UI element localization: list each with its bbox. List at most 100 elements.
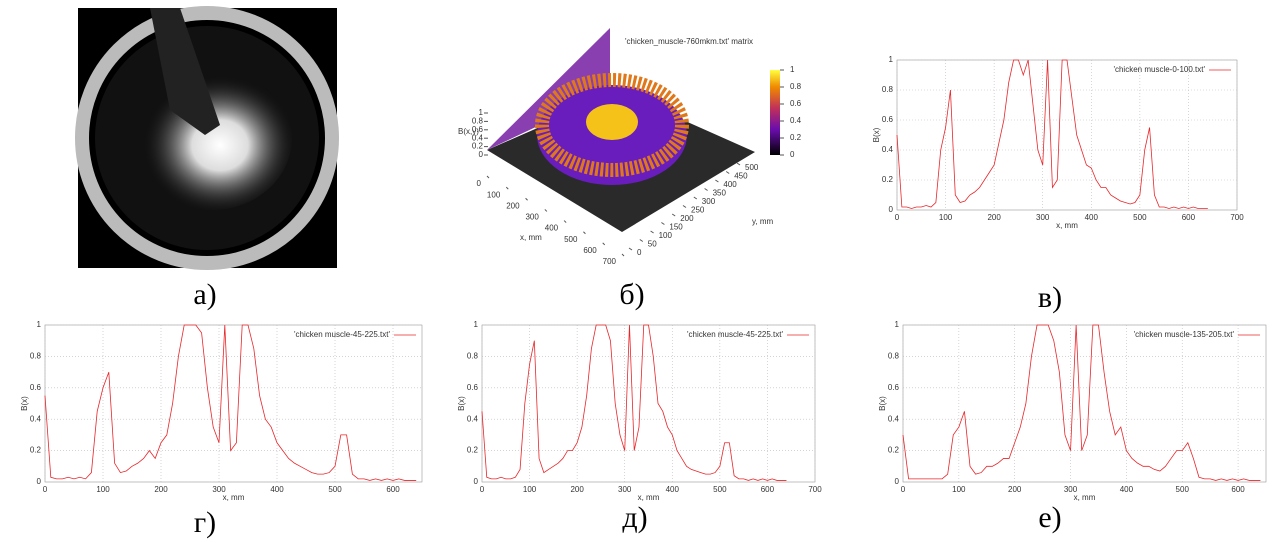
z-tick-label: 0 [479,150,484,159]
y-tick-label: 0.8 [30,352,42,361]
colorbar-tick-label: 1 [790,65,795,74]
y-axis-label: B(x) [457,396,466,411]
legend-label: 'chicken muscle-45-225.txt' [294,330,390,339]
z-tick-label: 0.4 [472,133,484,142]
caption: а) [193,278,216,311]
x-tick-label: 400 [545,224,559,233]
y-tick [682,205,687,208]
x-tick-label: 100 [939,213,953,222]
data-line [896,59,1208,209]
x-tick [544,209,548,212]
x-axis-label: x, mm [223,493,245,502]
x-tick-label: 0 [43,485,48,494]
x-tick-label: 100 [487,190,501,199]
y-tick-label: 0.8 [888,352,900,361]
caption: б) [619,278,644,311]
x-tick-label: 300 [1064,485,1078,494]
x-tick-label: 0 [901,485,906,494]
x-tick-label: 300 [618,485,632,494]
y-tick-label: 1 [474,320,479,329]
y-tick [671,213,676,217]
colorbar-tick-label: 0.8 [790,82,802,91]
x-tick-label: 600 [1231,485,1245,494]
x-tick-label: 700 [808,485,822,494]
x-tick-label: 500 [564,235,578,244]
y-tick-label: 100 [659,231,673,240]
y-axis-label: B(x) [20,396,29,411]
y-tick-label: 0 [474,477,479,486]
chart-title: 'chicken_muscle-760mkm.txt' matrix [625,37,753,46]
x-axis-label: x, mm [1056,221,1078,230]
y-tick-label: 0.6 [30,383,42,392]
y-tick [661,222,665,225]
x-tick-label: 300 [525,213,539,222]
x-tick [621,253,625,257]
x-tick-label: 200 [570,485,584,494]
y-tick-label: 0 [889,205,894,214]
y-tick [715,179,719,183]
y-tick-label: 0.6 [888,383,900,392]
y-axis-label: B(x) [872,127,881,142]
y-tick [628,247,633,251]
y-tick-label: 0.6 [882,115,894,124]
x-tick-label: 200 [1008,485,1022,494]
x-axis-label: x, mm [1074,493,1096,502]
y-tick-label: 0 [37,477,42,486]
photo-ring [75,6,339,270]
y-tick [725,171,730,174]
y-tick-label: 0.2 [888,446,900,455]
plot-frame [44,324,423,483]
x-tick [525,197,528,201]
photo-probe [150,8,220,135]
x-axis-label: x, mm [638,493,660,502]
x-tick-label: 200 [154,485,168,494]
x-tick-label: 400 [1120,485,1134,494]
y-tick-label: 250 [691,206,705,215]
photo-glow [132,66,292,210]
x-tick-label: 400 [666,485,680,494]
x-tick-label: 400 [1085,213,1099,222]
x-tick-label: 400 [270,485,284,494]
legend-label: 'chicken muscle-135-205.txt' [1134,330,1235,339]
y-tick-label: 1 [889,55,894,64]
x-tick [602,242,606,246]
colorbar-tick-label: 0 [790,150,795,159]
z-tick-label: 0.2 [472,142,484,151]
x-tick-label: 700 [603,257,617,266]
surface-center [586,104,638,140]
x-tick-label: 600 [583,246,597,255]
y-tick-label: 50 [648,240,657,249]
surface-wall [487,28,610,150]
colorbar-tick-label: 0.4 [790,116,802,125]
x-tick-label: 300 [212,485,226,494]
z-tick-label: 0.6 [472,125,484,134]
x-tick [583,231,586,235]
y-tick [736,162,741,166]
x-tick-label: 500 [328,485,342,494]
z-tick-label: 0.8 [472,117,484,126]
colorbar-tick-label: 0.6 [790,99,802,108]
x-tick-label: 500 [713,485,727,494]
y-tick-label: 0 [637,248,642,257]
data-line [44,324,417,481]
y-tick-label: 400 [723,180,737,189]
x-tick-label: 200 [987,213,1001,222]
y-tick-label: 0.2 [30,446,42,455]
y-tick [650,230,654,234]
x-tick-label: 600 [761,485,775,494]
x-tick-label: 100 [96,485,110,494]
y-tick-label: 300 [702,197,716,206]
x-tick-label: 500 [1176,485,1190,494]
x-tick-label: 200 [506,201,520,210]
caption: в) [1038,281,1062,314]
x-tick-label: 0 [480,485,485,494]
colorbar [770,70,780,155]
surface-panel [487,28,780,232]
colorbar-tick-label: 0.2 [790,133,802,142]
plot-frame [896,59,1238,211]
y-tick-label: 0.8 [467,352,479,361]
legend-label: 'chicken muscle-45-225.txt' [687,330,783,339]
x-tick [563,220,567,223]
y-tick-label: 0.4 [467,414,479,423]
